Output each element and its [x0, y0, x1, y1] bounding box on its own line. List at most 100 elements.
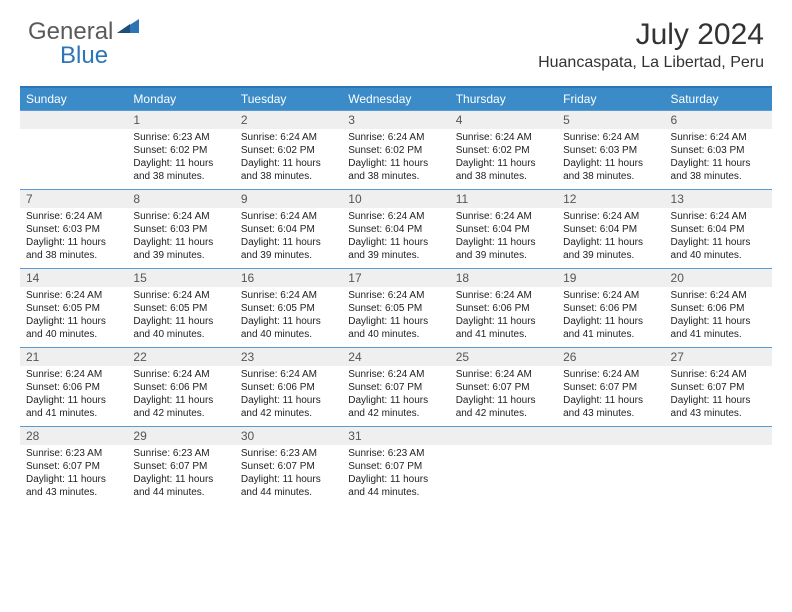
day-cell: 8Sunrise: 6:24 AMSunset: 6:03 PMDaylight…	[127, 189, 234, 268]
day-info-line: Daylight: 11 hours	[133, 394, 228, 407]
day-number: 31	[342, 427, 449, 445]
day-info-line: Sunrise: 6:24 AM	[563, 289, 658, 302]
day-info-line: Sunrise: 6:24 AM	[241, 289, 336, 302]
day-info-line: and 40 minutes.	[26, 328, 121, 341]
day-content: Sunrise: 6:24 AMSunset: 6:07 PMDaylight:…	[450, 366, 557, 426]
day-number: 29	[127, 427, 234, 445]
day-info-line: Daylight: 11 hours	[133, 157, 228, 170]
day-header-cell: Friday	[557, 88, 664, 110]
day-number: 19	[557, 269, 664, 287]
day-header-cell: Saturday	[665, 88, 772, 110]
day-info-line: Sunrise: 6:24 AM	[26, 210, 121, 223]
day-info-line: Sunset: 6:04 PM	[563, 223, 658, 236]
day-info-line: and 40 minutes.	[671, 249, 766, 262]
day-number: 17	[342, 269, 449, 287]
day-content: Sunrise: 6:24 AMSunset: 6:06 PMDaylight:…	[127, 366, 234, 426]
day-info-line: Sunrise: 6:24 AM	[133, 210, 228, 223]
day-number: 23	[235, 348, 342, 366]
day-info-line: and 40 minutes.	[133, 328, 228, 341]
day-info-line: Sunset: 6:03 PM	[26, 223, 121, 236]
day-number: 24	[342, 348, 449, 366]
day-content: Sunrise: 6:24 AMSunset: 6:06 PMDaylight:…	[450, 287, 557, 347]
day-info-line: and 42 minutes.	[133, 407, 228, 420]
day-number: 8	[127, 190, 234, 208]
day-cell: 23Sunrise: 6:24 AMSunset: 6:06 PMDayligh…	[235, 347, 342, 426]
day-info-line: Sunrise: 6:23 AM	[133, 447, 228, 460]
day-info-line: Sunset: 6:05 PM	[26, 302, 121, 315]
day-info-line: Sunrise: 6:24 AM	[456, 210, 551, 223]
day-cell: 20Sunrise: 6:24 AMSunset: 6:06 PMDayligh…	[665, 268, 772, 347]
day-info-line: Sunset: 6:02 PM	[133, 144, 228, 157]
day-info-line: Sunset: 6:05 PM	[348, 302, 443, 315]
day-header-cell: Sunday	[20, 88, 127, 110]
day-info-line: Sunset: 6:02 PM	[456, 144, 551, 157]
day-number: 3	[342, 111, 449, 129]
day-info-line: Daylight: 11 hours	[671, 157, 766, 170]
day-info-line: Sunrise: 6:24 AM	[348, 368, 443, 381]
calendar: SundayMondayTuesdayWednesdayThursdayFrid…	[20, 86, 772, 505]
week-row: 21Sunrise: 6:24 AMSunset: 6:06 PMDayligh…	[20, 347, 772, 426]
day-info-line: Sunrise: 6:24 AM	[563, 368, 658, 381]
day-info-line: Daylight: 11 hours	[26, 473, 121, 486]
day-number: 28	[20, 427, 127, 445]
day-info-line: Sunset: 6:04 PM	[348, 223, 443, 236]
day-info-line: and 39 minutes.	[133, 249, 228, 262]
day-cell: 17Sunrise: 6:24 AMSunset: 6:05 PMDayligh…	[342, 268, 449, 347]
day-info-line: Sunrise: 6:24 AM	[26, 368, 121, 381]
day-cell: 29 Sunrise: 6:23 AMSunset: 6:07 PMDayligh…	[127, 426, 234, 505]
day-content: Sunrise: 6:24 AMSunset: 6:06 PMDaylight:…	[235, 366, 342, 426]
day-cell: 22Sunrise: 6:24 AMSunset: 6:06 PMDayligh…	[127, 347, 234, 426]
day-content: Sunrise: 6:24 AMSunset: 6:02 PMDaylight:…	[342, 129, 449, 189]
day-info-line: Daylight: 11 hours	[348, 473, 443, 486]
day-info-line: Sunset: 6:07 PM	[133, 460, 228, 473]
day-info-line: Sunrise: 6:24 AM	[563, 210, 658, 223]
day-info-line: Sunrise: 6:23 AM	[241, 447, 336, 460]
day-number: 9	[235, 190, 342, 208]
day-info-line: Daylight: 11 hours	[26, 394, 121, 407]
day-info-line: Daylight: 11 hours	[26, 236, 121, 249]
day-info-line: and 38 minutes.	[348, 170, 443, 183]
day-cell: 16Sunrise: 6:24 AMSunset: 6:05 PMDayligh…	[235, 268, 342, 347]
day-info-line: Sunset: 6:07 PM	[671, 381, 766, 394]
day-info-line: Daylight: 11 hours	[241, 157, 336, 170]
day-info-line: and 39 minutes.	[241, 249, 336, 262]
day-info-line: Sunset: 6:06 PM	[133, 381, 228, 394]
weeks-container: 1Sunrise: 6:23 AMSunset: 6:02 PMDaylight…	[20, 110, 772, 505]
day-info-line: Sunset: 6:04 PM	[671, 223, 766, 236]
day-number: 27	[665, 348, 772, 366]
day-cell: 27Sunrise: 6:24 AMSunset: 6:07 PMDayligh…	[665, 347, 772, 426]
day-info-line: Sunrise: 6:24 AM	[456, 131, 551, 144]
day-info-line: Sunrise: 6:23 AM	[348, 447, 443, 460]
day-info-line: Daylight: 11 hours	[133, 315, 228, 328]
day-cell: 2Sunrise: 6:24 AMSunset: 6:02 PMDaylight…	[235, 110, 342, 189]
day-info-line: Daylight: 11 hours	[348, 394, 443, 407]
day-info-line: Sunset: 6:06 PM	[26, 381, 121, 394]
day-content: Sunrise: 6:24 AMSunset: 6:04 PMDaylight:…	[665, 208, 772, 268]
day-info-line: Daylight: 11 hours	[241, 236, 336, 249]
day-cell: 10Sunrise: 6:24 AMSunset: 6:04 PMDayligh…	[342, 189, 449, 268]
day-number: 14	[20, 269, 127, 287]
day-info-line: Sunrise: 6:24 AM	[133, 289, 228, 302]
day-number: 12	[557, 190, 664, 208]
week-row: 28Sunrise: 6:23 AMSunset: 6:07 PMDayligh…	[20, 426, 772, 505]
day-info-line: Daylight: 11 hours	[456, 157, 551, 170]
day-info-line: Daylight: 11 hours	[456, 236, 551, 249]
day-info-line: Sunrise: 6:23 AM	[133, 131, 228, 144]
day-content: Sunrise: 6:24 AMSunset: 6:03 PMDaylight:…	[665, 129, 772, 189]
day-content: Sunrise: 6:23 AMSunset: 6:02 PMDaylight:…	[127, 129, 234, 189]
day-content: Sunrise: 6:24 AMSunset: 6:05 PMDaylight:…	[342, 287, 449, 347]
day-info-line: Sunrise: 6:24 AM	[133, 368, 228, 381]
day-info-line: Sunset: 6:07 PM	[26, 460, 121, 473]
day-number	[557, 427, 664, 445]
day-info-line: Sunrise: 6:24 AM	[671, 289, 766, 302]
day-info-line: and 38 minutes.	[563, 170, 658, 183]
day-info-line: and 38 minutes.	[456, 170, 551, 183]
day-info-line: and 41 minutes.	[456, 328, 551, 341]
day-info-line: Daylight: 11 hours	[563, 315, 658, 328]
week-row: 14Sunrise: 6:24 AMSunset: 6:05 PMDayligh…	[20, 268, 772, 347]
day-cell: 1Sunrise: 6:23 AMSunset: 6:02 PMDaylight…	[127, 110, 234, 189]
day-cell: 18Sunrise: 6:24 AMSunset: 6:06 PMDayligh…	[450, 268, 557, 347]
day-cell: 9Sunrise: 6:24 AMSunset: 6:04 PMDaylight…	[235, 189, 342, 268]
day-info-line: Daylight: 11 hours	[133, 473, 228, 486]
day-info-line: and 44 minutes.	[241, 486, 336, 499]
